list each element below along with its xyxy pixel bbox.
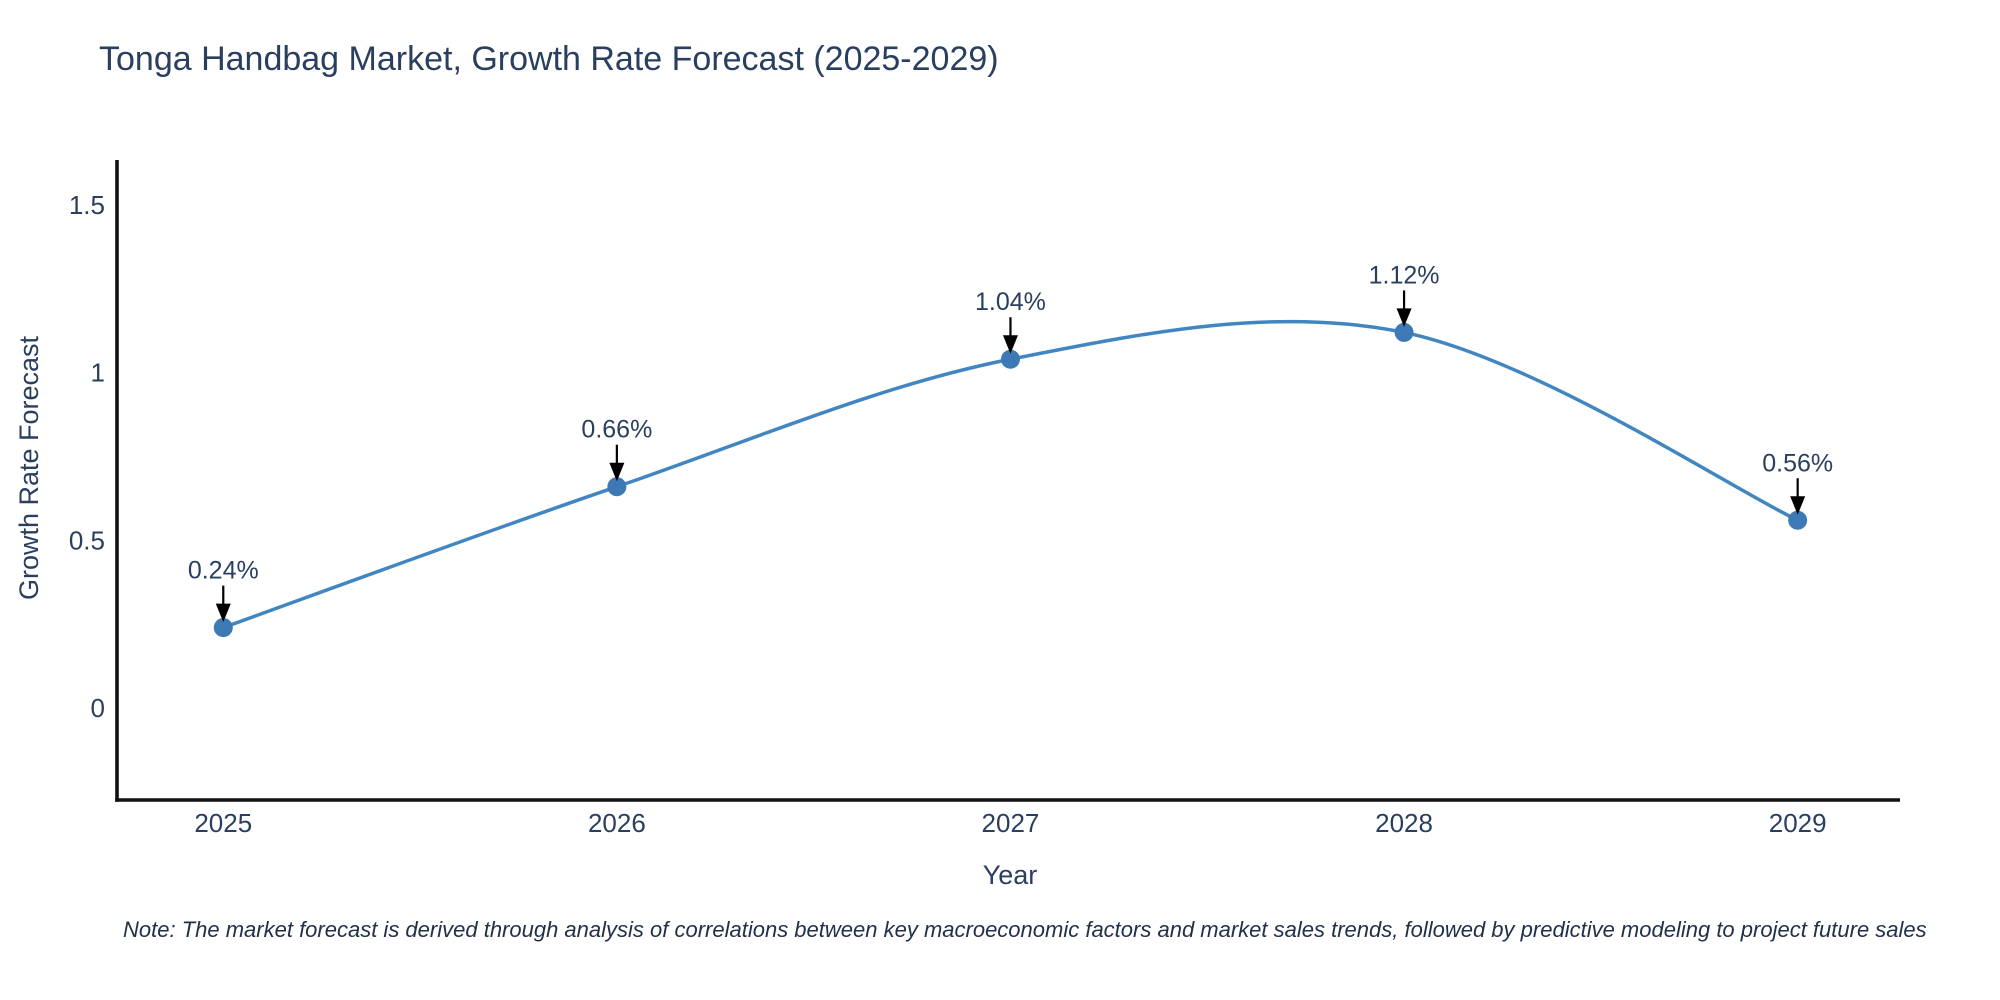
data-point-label: 0.24% bbox=[188, 557, 259, 585]
data-point-marker[interactable] bbox=[1394, 322, 1414, 342]
x-tick-label: 2028 bbox=[1375, 808, 1433, 838]
annotation-arrow-head bbox=[1790, 496, 1806, 515]
y-tick-label: 1.5 bbox=[69, 190, 105, 220]
annotation-arrow-head bbox=[215, 603, 231, 623]
data-point-marker[interactable] bbox=[1000, 349, 1020, 369]
chart-title: Tonga Handbag Market, Growth Rate Foreca… bbox=[99, 40, 999, 78]
y-tick-label: 0.5 bbox=[69, 525, 105, 555]
data-point-label: 0.56% bbox=[1762, 449, 1833, 477]
y-axis-title: Growth Rate Forecast bbox=[14, 335, 44, 601]
annotation-arrow-head bbox=[609, 462, 625, 482]
footnote: Note: The market forecast is derived thr… bbox=[123, 917, 1927, 942]
annotation-arrow-head bbox=[1396, 308, 1412, 327]
data-point-marker[interactable] bbox=[607, 477, 627, 497]
data-point-label: 1.04% bbox=[975, 288, 1046, 316]
x-tick-label: 2029 bbox=[1769, 808, 1827, 838]
data-point-marker[interactable] bbox=[1788, 510, 1808, 530]
x-tick-label: 2026 bbox=[588, 808, 646, 838]
data-point-label: 1.12% bbox=[1369, 261, 1440, 289]
data-point-marker[interactable] bbox=[213, 618, 233, 638]
x-tick-label: 2027 bbox=[982, 808, 1040, 838]
x-tick-label: 2025 bbox=[194, 808, 252, 838]
x-axis-title: Year bbox=[982, 860, 1038, 890]
y-tick-label: 0 bbox=[91, 693, 105, 723]
annotation-arrow-head bbox=[1002, 335, 1018, 354]
data-point-label: 0.66% bbox=[581, 416, 652, 444]
y-tick-label: 1 bbox=[91, 358, 105, 388]
